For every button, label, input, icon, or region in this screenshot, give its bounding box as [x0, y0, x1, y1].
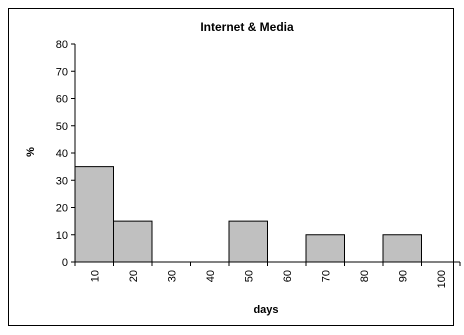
bar-20: [113, 220, 153, 263]
y-tick-label: 30: [56, 175, 68, 187]
bar-50: [228, 220, 268, 263]
x-tick-label: 50: [243, 270, 255, 282]
x-axis-label: days: [253, 304, 278, 316]
x-tick-label: 60: [282, 270, 294, 282]
bar-90: [382, 234, 422, 263]
x-tick-label: 80: [359, 270, 371, 282]
y-tick-label: 60: [56, 94, 68, 106]
x-tick-label: 90: [397, 270, 409, 282]
y-tick-label: 50: [56, 121, 68, 133]
y-tick-label: 10: [56, 230, 68, 242]
y-tick-label: 70: [56, 66, 68, 78]
x-tick-label: 20: [128, 270, 140, 282]
x-tick-label: 40: [205, 270, 217, 282]
bar-10: [74, 166, 114, 263]
bar-70: [305, 234, 345, 263]
x-tick-label: 70: [320, 270, 332, 282]
y-tick-label: 40: [56, 148, 68, 160]
y-tick-label: 80: [56, 39, 68, 51]
x-tick-label: 100: [436, 270, 448, 288]
x-tick-label: 10: [89, 270, 101, 282]
x-tick-label: 30: [166, 270, 178, 282]
y-tick-label: 20: [56, 203, 68, 215]
y-tick-label: 0: [62, 257, 68, 269]
plot-area: 0 10 20 30 40 50 60 70 80 10 20 30 40 50 60 70 80 90 100: [56, 39, 461, 288]
y-axis-label: %: [25, 147, 37, 157]
chart-title: Internet & Media: [200, 20, 294, 34]
